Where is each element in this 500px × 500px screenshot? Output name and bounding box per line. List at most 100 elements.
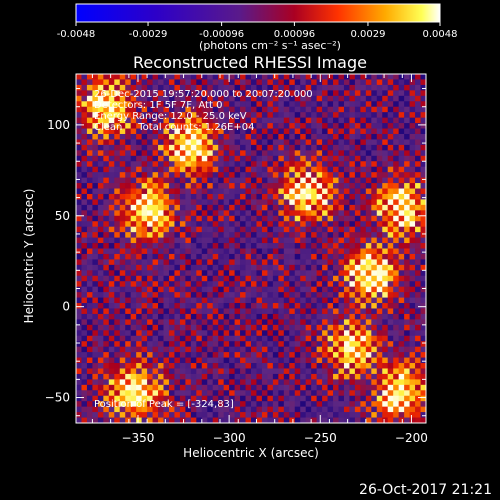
heatmap-cell — [327, 368, 334, 375]
heatmap-cell — [387, 270, 394, 277]
heatmap-cell — [311, 303, 318, 309]
heatmap-cell — [136, 373, 143, 380]
heatmap-cell — [393, 79, 400, 86]
heatmap-cell — [179, 188, 186, 195]
heatmap-cell — [212, 352, 219, 358]
heatmap-cell — [130, 139, 137, 146]
heatmap-cell — [218, 193, 225, 200]
heatmap-cell — [97, 193, 104, 200]
heatmap-cell — [158, 204, 164, 211]
heatmap-cell — [86, 166, 93, 173]
heatmap-cell — [229, 139, 235, 146]
heatmap-cell — [158, 144, 164, 151]
heatmap-cell — [333, 210, 339, 217]
heatmap-cell — [136, 128, 143, 135]
heatmap-cell — [382, 412, 389, 418]
heatmap-cell — [398, 303, 405, 309]
heatmap-cell — [251, 133, 257, 140]
heatmap-cell — [338, 177, 345, 184]
heatmap-cell — [196, 406, 203, 413]
heatmap-cell — [393, 330, 400, 337]
heatmap-cell — [218, 275, 225, 282]
heatmap-cell — [376, 74, 383, 80]
heatmap-cell — [223, 324, 230, 331]
heatmap-cell — [245, 101, 252, 108]
heatmap-cell — [147, 346, 153, 353]
heatmap-cell — [382, 401, 389, 408]
heatmap-cell — [234, 133, 241, 140]
heatmap-cell — [147, 379, 153, 386]
heatmap-cell — [185, 204, 192, 211]
heatmap-cell — [223, 221, 230, 228]
heatmap-cell — [305, 188, 312, 195]
heatmap-cell — [185, 161, 192, 168]
heatmap-cell — [322, 390, 328, 397]
heatmap-cell — [179, 74, 186, 80]
heatmap-cell — [103, 183, 110, 189]
heatmap-cell — [300, 188, 307, 195]
heatmap-cell — [86, 330, 93, 337]
heatmap-cell — [152, 193, 159, 200]
heatmap-cell — [245, 297, 252, 304]
heatmap-cell — [147, 292, 153, 298]
heatmap-cell — [261, 204, 268, 211]
heatmap-cell — [185, 101, 192, 108]
heatmap-cell — [125, 401, 132, 408]
heatmap-cell — [261, 150, 268, 157]
heatmap-cell — [300, 264, 307, 271]
heatmap-cell — [97, 74, 104, 80]
heatmap-cell — [251, 79, 257, 86]
heatmap-cell — [311, 363, 318, 369]
heatmap-cell — [201, 248, 208, 255]
heatmap-cell — [261, 95, 268, 102]
heatmap-cell — [76, 313, 82, 320]
heatmap-cell — [229, 248, 235, 255]
heatmap-cell — [294, 248, 301, 255]
heatmap-cell — [201, 270, 208, 277]
heatmap-cell — [404, 281, 410, 288]
heatmap-cell — [360, 412, 367, 418]
heatmap-cell — [349, 74, 356, 80]
heatmap-cell — [130, 101, 137, 108]
heatmap-cell — [382, 210, 389, 217]
heatmap-cell — [223, 139, 230, 146]
heatmap-cell — [234, 335, 241, 342]
heatmap-cell — [354, 286, 361, 293]
heatmap-cell — [119, 106, 126, 113]
heatmap-cell — [196, 112, 203, 119]
heatmap-cell — [92, 199, 99, 206]
heatmap-cell — [360, 74, 367, 80]
heatmap-cell — [420, 406, 426, 413]
heatmap-cell — [81, 74, 88, 80]
heatmap-cell — [404, 412, 410, 418]
heatmap-cell — [393, 232, 400, 238]
heatmap-cell — [354, 379, 361, 386]
heatmap-cell — [300, 373, 307, 380]
heatmap-cell — [81, 341, 88, 348]
heatmap-cell — [119, 139, 126, 146]
heatmap-cell — [190, 248, 197, 255]
heatmap-cell — [136, 248, 143, 255]
heatmap-cell — [240, 74, 246, 80]
heatmap-cell — [223, 406, 230, 413]
heatmap-cell — [86, 112, 93, 119]
heatmap-cell — [86, 79, 93, 86]
heatmap-cell — [365, 144, 372, 151]
heatmap-cell — [92, 155, 99, 162]
heatmap-cell — [158, 150, 164, 157]
heatmap-cell — [163, 79, 170, 86]
heatmap-cell — [316, 346, 323, 353]
heatmap-cell — [240, 368, 246, 375]
heatmap-cell — [283, 319, 290, 326]
heatmap-cell — [103, 406, 110, 413]
heatmap-cell — [305, 248, 312, 255]
heatmap-cell — [393, 199, 400, 206]
heatmap-cell — [229, 384, 235, 391]
heatmap-cell — [86, 401, 93, 408]
heatmap-cell — [283, 177, 290, 184]
heatmap-cell — [382, 172, 389, 179]
heatmap-cell — [311, 368, 318, 375]
heatmap-cell — [316, 253, 323, 260]
heatmap-cell — [218, 292, 225, 298]
heatmap-cell — [147, 352, 153, 358]
